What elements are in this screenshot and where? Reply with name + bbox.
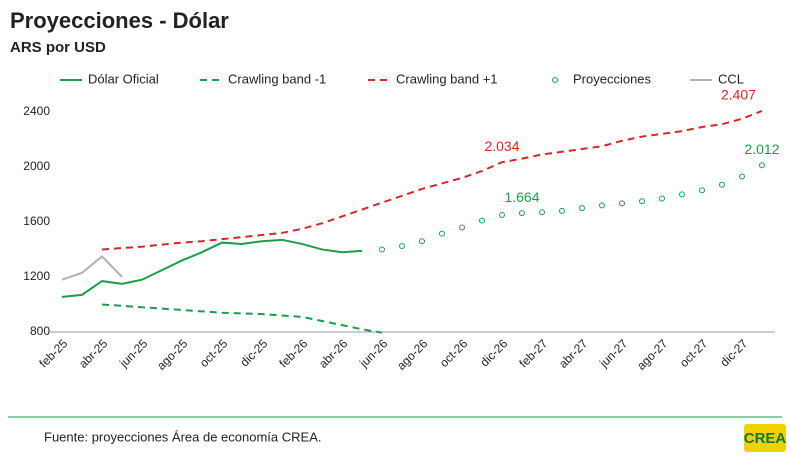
projection-point	[679, 191, 685, 198]
legend-label: Crawling band -1	[228, 71, 326, 86]
projection-point	[479, 217, 485, 224]
value-label: 1.664	[504, 189, 539, 205]
projection-point	[639, 198, 645, 205]
projection-point	[659, 195, 665, 202]
projection-point	[379, 246, 385, 253]
projection-point	[519, 210, 525, 217]
series-line	[61, 254, 123, 281]
projection-point	[699, 187, 705, 194]
projection-point	[439, 230, 445, 237]
x-tick-label: oct-25	[197, 336, 231, 370]
projection-point	[739, 173, 745, 180]
projection-point	[599, 202, 605, 209]
projection-point	[559, 207, 565, 214]
value-label: 2.012	[744, 141, 779, 157]
x-tick-label: dic-25	[237, 336, 270, 369]
x-tick-label: dic-26	[477, 336, 510, 369]
value-label: 2.407	[721, 87, 756, 103]
projection-point	[579, 205, 585, 212]
x-tick-label: oct-27	[677, 336, 711, 370]
x-tick-label: jun-27	[596, 336, 630, 370]
legend-marker	[552, 77, 558, 83]
x-tick-label: jun-26	[356, 336, 390, 370]
legend-label: CCL	[718, 71, 744, 86]
legend-label: Proyecciones	[573, 71, 652, 86]
x-tick-label: oct-26	[437, 336, 471, 370]
source-note: Fuente: proyecciones Área de economía CR…	[44, 429, 321, 444]
y-tick-label: 2400	[23, 104, 50, 118]
chart-subtitle: ARS por USD	[10, 39, 106, 56]
projection-point	[459, 224, 465, 231]
value-label: 2.034	[484, 138, 519, 154]
x-tick-label: abr-25	[76, 336, 111, 371]
x-tick-label: feb-27	[516, 336, 550, 370]
series-line	[101, 109, 763, 251]
projection-point	[539, 209, 545, 216]
x-tick-label: ago-27	[634, 336, 671, 373]
x-tick-label: abr-26	[316, 336, 351, 371]
logo: CREA	[744, 430, 787, 447]
x-tick-label: ago-26	[394, 336, 431, 373]
projection-point	[399, 243, 405, 250]
projection-point	[719, 181, 725, 188]
projection-point	[619, 200, 625, 207]
x-tick-label: feb-25	[36, 336, 70, 370]
y-tick-label: 800	[30, 324, 50, 338]
y-tick-label: 1200	[23, 269, 50, 283]
legend-label: Dólar Oficial	[88, 71, 159, 86]
projection-point	[419, 238, 425, 245]
chart-title: Proyecciones - Dólar	[10, 8, 229, 33]
x-tick-label: abr-27	[556, 336, 591, 371]
series-line	[61, 238, 363, 298]
logo-box	[744, 424, 786, 452]
legend-label: Crawling band +1	[396, 71, 498, 86]
projection-point	[499, 212, 505, 219]
y-tick-label: 2000	[23, 159, 50, 173]
series-line	[101, 303, 383, 334]
x-tick-label: feb-26	[276, 336, 310, 370]
y-tick-label: 1600	[23, 214, 50, 228]
x-tick-label: ago-25	[154, 336, 191, 373]
projection-point	[759, 162, 765, 169]
x-tick-label: jun-25	[116, 336, 150, 370]
x-tick-label: dic-27	[717, 336, 750, 369]
